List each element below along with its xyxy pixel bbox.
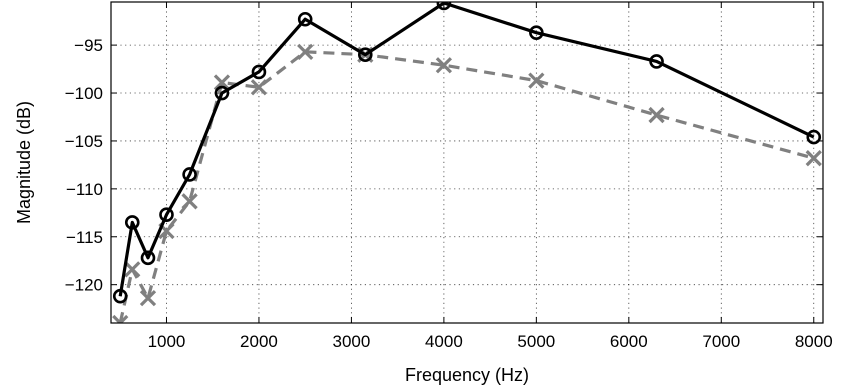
x-tick-label: 7000 [702, 332, 740, 351]
data-point [805, 150, 822, 167]
y-tick-label: −115 [66, 228, 103, 247]
data-point [436, 2, 452, 11]
y-tick-label: −100 [65, 84, 103, 103]
data-point [250, 79, 268, 96]
grid [111, 2, 823, 323]
y-tick-label: −120 [65, 276, 103, 295]
data-point [649, 54, 664, 69]
data-point [124, 261, 141, 278]
data-point [139, 289, 157, 307]
data-point [181, 193, 198, 210]
x-tick-label: 5000 [517, 332, 555, 351]
data-point [159, 207, 174, 223]
data-point [529, 25, 544, 40]
data-point [806, 129, 822, 145]
series-layer [112, 2, 822, 323]
data-point [213, 74, 231, 91]
data-point [435, 57, 453, 74]
data-point [140, 250, 156, 266]
series [112, 2, 822, 304]
x-tick-label: 8000 [795, 332, 833, 351]
data-point [112, 314, 129, 323]
series-line [118, 2, 815, 297]
data-point [112, 288, 128, 304]
y-tick-label: −95 [74, 36, 103, 55]
data-point [648, 106, 665, 124]
data-point [182, 167, 197, 182]
data-point [124, 215, 140, 230]
x-axis-title: Frequency (Hz) [405, 365, 529, 385]
x-tick-label: 2000 [240, 332, 278, 351]
data-point [297, 43, 314, 60]
x-tick-label: 1000 [148, 332, 186, 351]
x-tick-label: 3000 [333, 332, 371, 351]
data-point [214, 85, 230, 101]
data-point [528, 72, 545, 89]
x-tick-label: 6000 [610, 332, 648, 351]
x-tick-label: 4000 [425, 332, 463, 351]
y-axis-title: Magnitude (dB) [14, 101, 34, 224]
data-point [297, 11, 313, 27]
y-tick-label: −110 [66, 180, 103, 199]
y-tick-label: −105 [65, 132, 103, 151]
data-point [251, 64, 267, 80]
ticks: 1000 2000 3000 4000 5000 6000 7000 8000 −95 −100 −… [65, 2, 833, 351]
plot-frame [110, 1, 824, 324]
data-point [357, 47, 373, 63]
